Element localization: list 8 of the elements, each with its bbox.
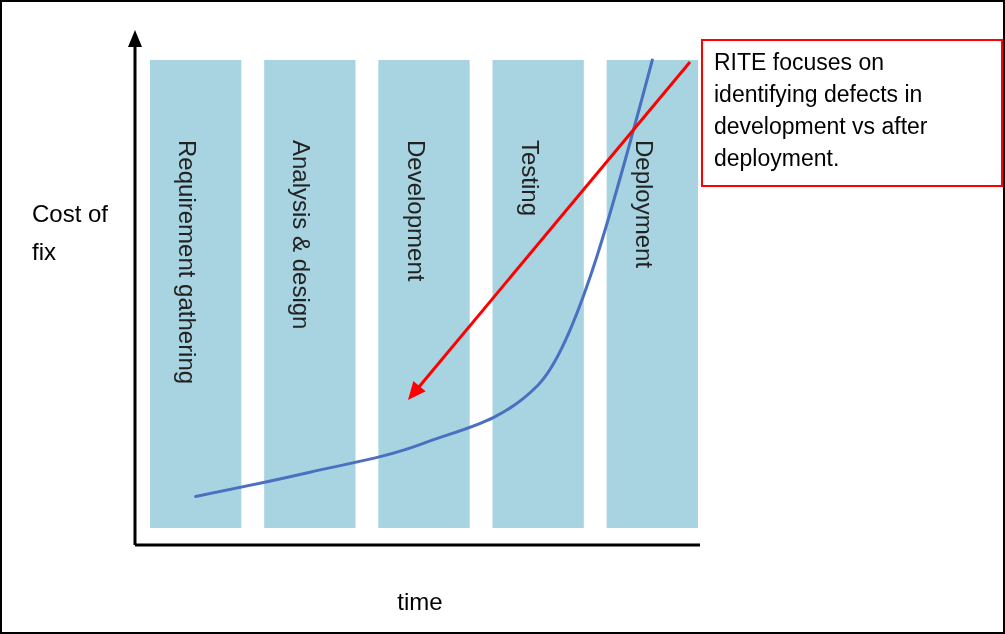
x-tick-label: Deployment <box>630 140 658 269</box>
x-tick-label: Analysis & design <box>288 140 316 330</box>
x-tick-label: Requirement gathering <box>174 140 202 385</box>
y-axis-title: Cost of fix <box>32 200 109 265</box>
x-tick-label: Development <box>402 140 430 282</box>
x-axis-title: time <box>397 588 443 615</box>
text: RITE focuses on identifying defects in development vs after deployment. <box>714 49 928 171</box>
x-tick-label: Testing <box>516 140 544 217</box>
